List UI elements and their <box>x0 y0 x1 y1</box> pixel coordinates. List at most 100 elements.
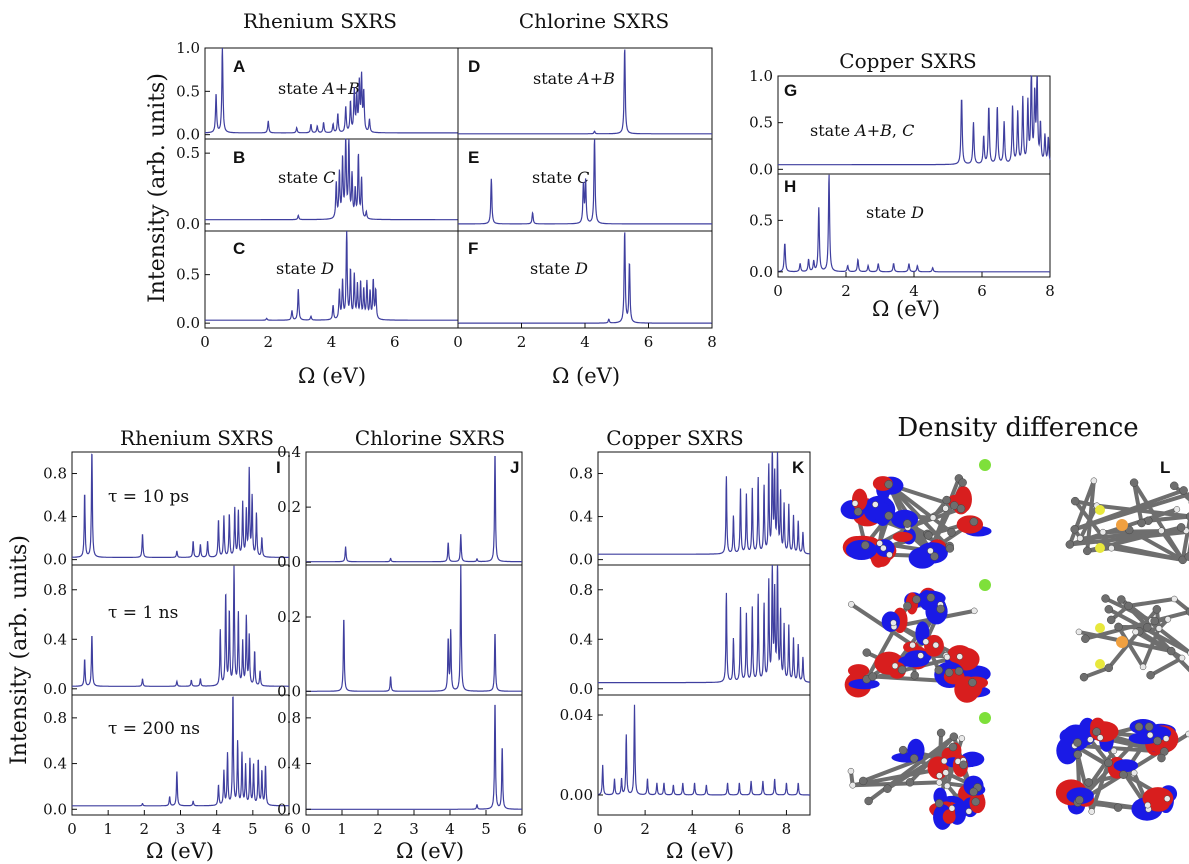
y-tick-label: 0.0 <box>176 314 200 332</box>
y-tick-label: 0.5 <box>176 82 200 100</box>
x-tick-label: 6 <box>390 333 400 351</box>
x-tick-label: 4 <box>327 333 337 351</box>
title-chlorine-bottom: Chlorine SXRS <box>355 426 505 450</box>
x-tick-label: 6 <box>284 820 294 838</box>
state-label-b: state C <box>278 168 335 187</box>
x-tick-label: 2 <box>841 282 851 300</box>
chart-panel-a-0: 0.0 0.5 1.0 <box>176 39 459 144</box>
xlabel-top-mid: Ω (eV) <box>552 364 620 388</box>
chlorine-atom <box>979 459 991 471</box>
panel-letter-a: A <box>233 57 245 76</box>
panel-frame <box>457 230 713 329</box>
panel-letter-i: I <box>276 458 281 477</box>
y-tick-label: 0.0 <box>43 800 67 818</box>
panel-frame <box>71 564 290 696</box>
xlabel-bottom-left: Ω (eV) <box>146 839 214 863</box>
x-tick-label: 4 <box>909 282 919 300</box>
y-tick-label: 0.4 <box>43 630 67 648</box>
x-tick-label: 6 <box>735 820 745 838</box>
chart-panel-h-7: 0.0 0.5 0 2 4 6 8 <box>749 173 1055 300</box>
copper-atom <box>1116 636 1128 648</box>
x-tick-label: 1 <box>337 820 347 838</box>
y-tick-label: 0.0 <box>569 680 593 698</box>
xlabel-bottom-mid: Ω (eV) <box>396 839 464 863</box>
chart-panel-i-10: 0.0 0.4 0.8 0 1 2 3 4 5 6 <box>43 694 294 838</box>
y-tick-label: 0.0 <box>277 553 301 571</box>
y-tick-label: 0.04 <box>560 706 593 724</box>
x-tick-label: 4 <box>212 820 222 838</box>
title-chlorine-top: Chlorine SXRS <box>519 9 669 33</box>
chlorine-atom <box>979 579 991 591</box>
y-tick-label: 0.00 <box>560 786 593 804</box>
series-line <box>205 230 458 321</box>
series-line <box>72 565 289 687</box>
series-line <box>458 138 712 225</box>
x-tick-label: 3 <box>409 820 419 838</box>
series-line <box>598 564 810 684</box>
state-label-g: state A+B, C <box>810 121 914 140</box>
x-tick-label: 8 <box>782 820 792 838</box>
state-label-e: state C <box>532 168 589 187</box>
panel-letter-j: J <box>510 458 519 477</box>
xlabel-bottom-right: Ω (eV) <box>666 839 734 863</box>
x-tick-label: 2 <box>517 333 527 351</box>
tau-label-2: τ = 1 ns <box>108 603 178 623</box>
chart-panel-e-4 <box>457 138 713 232</box>
x-tick-label: 0 <box>301 820 311 838</box>
x-tick-label: 0 <box>200 333 210 351</box>
x-tick-label: 8 <box>707 333 717 351</box>
x-tick-label: 0 <box>453 333 463 351</box>
series-line <box>306 704 522 810</box>
series-line <box>306 564 522 692</box>
series-line <box>778 74 1051 166</box>
state-label-d: state A+B <box>533 69 615 88</box>
x-tick-label: 5 <box>481 820 491 838</box>
x-tick-label: 4 <box>445 820 455 838</box>
chart-panel-k-14: 0.0 0.4 0.8 <box>569 451 811 569</box>
molecule-image-6 <box>1055 717 1189 821</box>
panel-frame <box>305 694 523 816</box>
y-tick-label: 0.4 <box>43 508 67 526</box>
y-tick-label: 0.0 <box>749 263 773 281</box>
molecule-images <box>840 459 1189 830</box>
x-tick-label: 0 <box>67 820 77 838</box>
x-tick-label: 6 <box>644 333 654 351</box>
title-density: Density difference <box>897 413 1138 443</box>
x-tick-label: 2 <box>263 333 273 351</box>
y-tick-label: 0.4 <box>569 508 593 526</box>
panel-frame <box>305 564 523 696</box>
panel-letter-h: H <box>784 177 796 196</box>
series-line <box>205 138 458 221</box>
x-tick-label: 4 <box>580 333 590 351</box>
panel-frame <box>597 694 811 816</box>
sulfur-atom <box>1095 505 1105 515</box>
copper-atom <box>1116 519 1128 531</box>
panel-letter-d: D <box>468 57 480 76</box>
y-tick-label: 0.0 <box>176 215 200 233</box>
x-tick-label: 8 <box>1045 282 1055 300</box>
y-tick-label: 0.5 <box>176 266 200 284</box>
y-tick-label: 0.4 <box>277 443 301 461</box>
title-rhenium-bottom: Rhenium SXRS <box>120 426 274 450</box>
y-tick-label: 0.0 <box>569 551 593 569</box>
panel-frame <box>71 451 290 566</box>
y-tick-label: 0.0 <box>43 551 67 569</box>
y-tick-label: 0.5 <box>749 211 773 229</box>
xlabel-top-left: Ω (eV) <box>298 364 366 388</box>
y-tick-label: 0.2 <box>277 608 301 626</box>
series-line <box>458 49 712 135</box>
molecule-image-5 <box>1075 594 1189 682</box>
panel-frame <box>305 451 523 566</box>
y-tick-label: 0.0 <box>277 800 301 818</box>
sulfur-atom <box>1095 623 1105 633</box>
title-copper-top: Copper SXRS <box>839 49 976 73</box>
y-tick-label: 0.5 <box>176 144 200 162</box>
panel-letter-g: G <box>784 81 797 100</box>
x-tick-label: 2 <box>373 820 383 838</box>
y-tick-label: 0.0 <box>277 682 301 700</box>
sulfur-atom <box>1095 659 1105 669</box>
molecule-image-4 <box>1065 477 1189 565</box>
panel-letter-e: E <box>468 148 479 167</box>
x-tick-label: 5 <box>248 820 258 838</box>
x-tick-label: 6 <box>977 282 987 300</box>
